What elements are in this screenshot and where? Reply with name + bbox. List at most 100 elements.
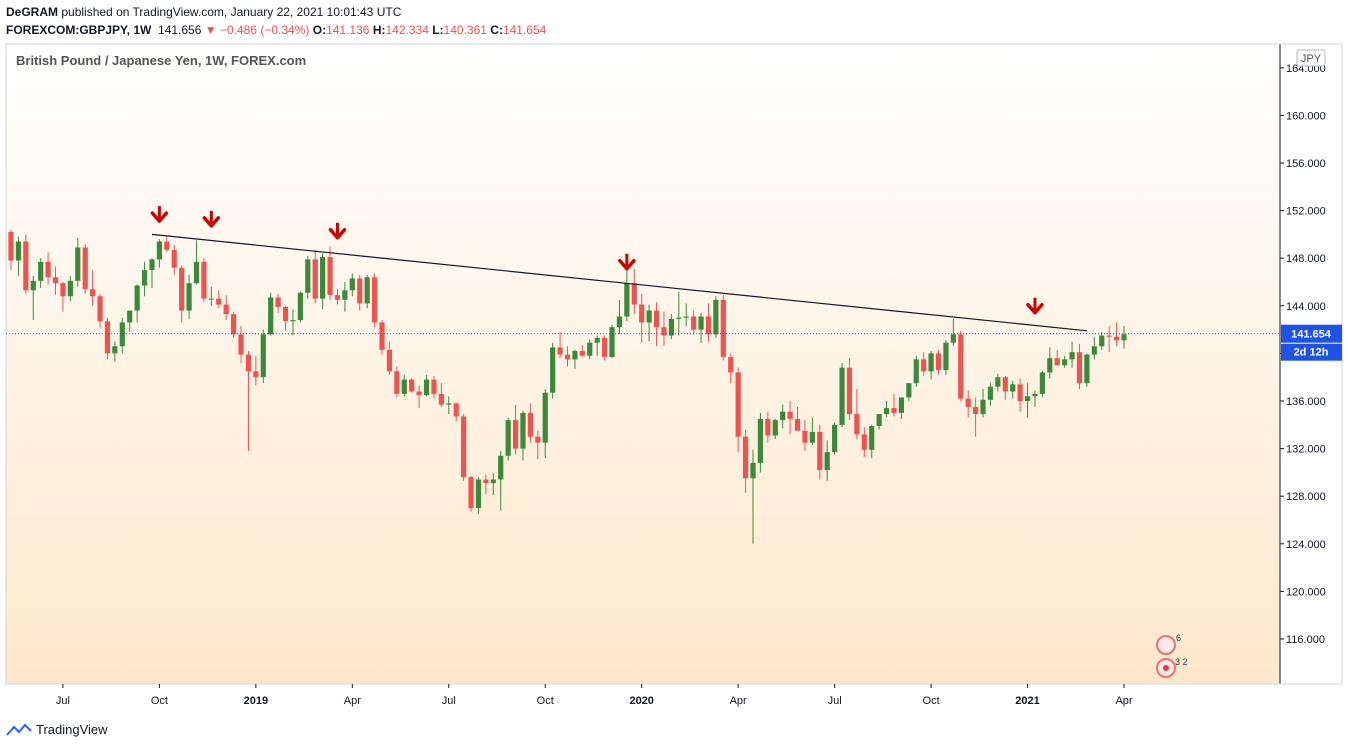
candle <box>483 474 489 494</box>
candle-body <box>742 436 749 479</box>
candle <box>906 383 912 401</box>
candle <box>550 342 556 399</box>
candle-body <box>1039 372 1045 394</box>
candle <box>520 410 526 461</box>
candle <box>253 355 259 386</box>
footer-brand[interactable]: TradingView <box>36 722 108 737</box>
candle <box>386 341 393 375</box>
candle <box>394 366 400 398</box>
candle-body <box>253 371 259 378</box>
candle-body <box>898 397 904 413</box>
candle <box>572 349 578 369</box>
candle <box>334 289 341 305</box>
candle <box>1039 371 1045 398</box>
price-tick-label: 120.000 <box>1286 586 1326 598</box>
candle-body <box>683 316 689 318</box>
candle <box>787 401 793 435</box>
candle-body <box>342 290 348 300</box>
candle <box>468 475 474 512</box>
candle-body <box>564 354 571 360</box>
candle-body <box>824 452 830 471</box>
candle-body <box>579 351 585 356</box>
candle <box>950 318 956 347</box>
event-markers[interactable]: 6 3 2 <box>1156 633 1188 678</box>
annotation-arrows <box>150 206 1044 315</box>
candle-body <box>1106 335 1112 337</box>
candle <box>156 239 162 268</box>
candle-body <box>1010 384 1016 392</box>
candle <box>935 349 942 375</box>
candle <box>1076 343 1083 390</box>
candle <box>208 286 214 306</box>
candle <box>431 376 437 399</box>
candle-body <box>15 241 22 261</box>
candle <box>141 261 148 297</box>
candle <box>587 339 593 360</box>
candle-body <box>750 462 756 479</box>
candle-body <box>223 304 229 315</box>
candle-body <box>757 418 764 463</box>
candle <box>82 243 88 294</box>
plot-background[interactable] <box>6 44 1280 684</box>
candle-body <box>876 414 882 426</box>
candle <box>1084 353 1090 387</box>
candle-body <box>705 316 712 335</box>
candle-body <box>987 386 994 400</box>
candle-body <box>594 337 600 343</box>
time-tick-label: Oct <box>923 695 940 707</box>
price-axis[interactable] <box>1280 44 1342 684</box>
candle-body <box>639 304 645 323</box>
close-label: C: <box>490 23 503 37</box>
candle-body <box>260 334 266 378</box>
candle <box>943 340 949 375</box>
candle <box>965 390 971 418</box>
tradingview-logo-icon[interactable] <box>6 723 32 737</box>
candle <box>832 422 838 455</box>
candle <box>639 293 645 343</box>
candle <box>757 412 764 473</box>
change-value: ▼ −0.486 (−0.34%) <box>204 23 310 37</box>
candle <box>564 346 571 367</box>
author-name[interactable]: DeGRAM <box>6 5 59 19</box>
candle <box>750 449 756 544</box>
candle-body <box>817 431 823 471</box>
candle <box>97 293 103 328</box>
candle-body <box>357 278 363 304</box>
candle <box>542 389 548 459</box>
candle <box>231 311 237 338</box>
candle-body <box>958 334 964 399</box>
uk-flag-icon[interactable] <box>1156 635 1176 655</box>
candle <box>38 258 44 288</box>
candle <box>216 290 222 309</box>
candle <box>30 276 36 321</box>
candle-body <box>698 316 704 330</box>
candle-body <box>23 241 29 291</box>
candle <box>193 240 200 285</box>
candle-body <box>861 434 867 450</box>
price-chart[interactable]: British Pound / Japanese Yen, 1W, FOREX.… <box>0 0 1348 720</box>
candle <box>104 317 111 360</box>
publish-info: published on TradingView.com, January 22… <box>61 5 402 19</box>
candle-body <box>839 367 845 425</box>
candle-body <box>520 412 526 449</box>
candle <box>883 401 890 418</box>
candle <box>505 417 511 461</box>
candle-body <box>446 403 452 405</box>
candle-body <box>1024 396 1031 401</box>
currency-badge[interactable]: JPY <box>1296 49 1326 67</box>
candle <box>119 317 125 354</box>
currency-label: JPY <box>1301 53 1322 65</box>
candle-body <box>127 310 133 323</box>
candle <box>861 427 867 457</box>
high-value: 142.334 <box>385 23 429 37</box>
candle <box>1017 378 1023 412</box>
countdown-label: 2d 12h <box>1294 347 1329 359</box>
candle-body <box>290 320 296 322</box>
candle-body <box>550 347 556 393</box>
candle <box>8 229 14 271</box>
candle-body <box>609 327 615 357</box>
candle <box>780 404 786 429</box>
candle <box>602 335 608 361</box>
candle <box>52 266 59 296</box>
trendline[interactable] <box>151 233 1087 332</box>
